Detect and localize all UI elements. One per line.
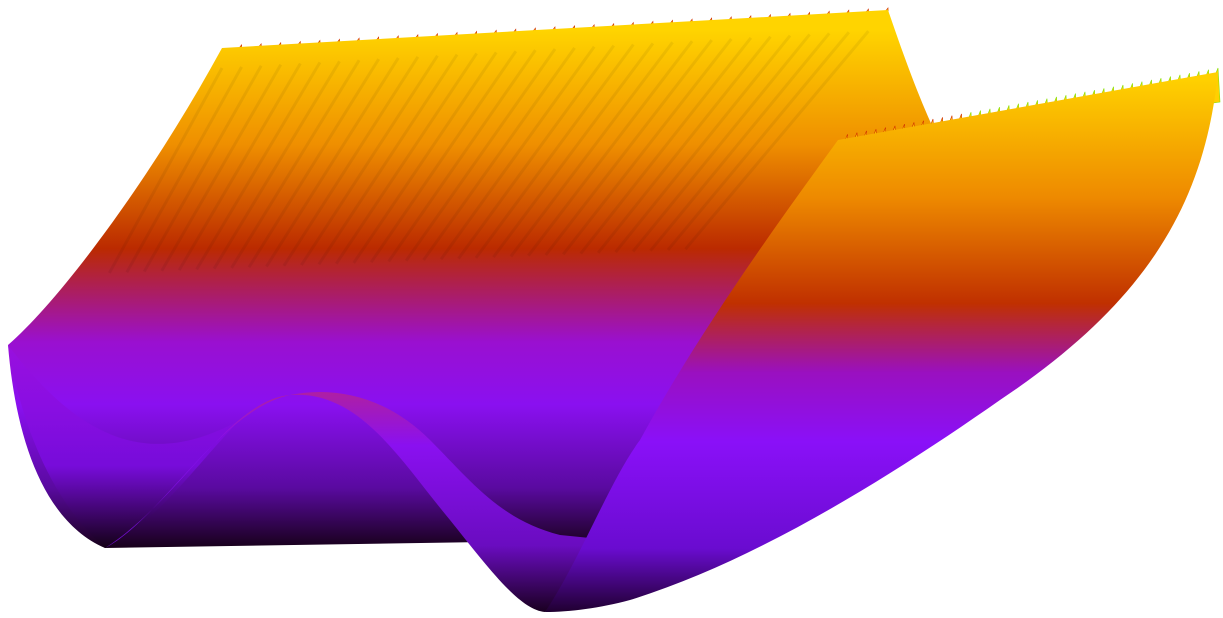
stripe (142, 65, 263, 273)
middle-hump (105, 392, 610, 612)
stripe (439, 45, 596, 261)
stripe (125, 66, 243, 274)
stripe (631, 33, 811, 253)
stripe (387, 49, 537, 263)
stripe (282, 56, 420, 267)
stripe (108, 67, 224, 274)
stripe (300, 54, 439, 266)
stripe (562, 38, 733, 256)
stripe (195, 61, 322, 271)
stripe (230, 59, 361, 269)
front-left-sheet (8, 345, 240, 548)
stripe (212, 60, 341, 270)
stripe (509, 41, 674, 258)
stripe (404, 48, 557, 262)
stripe (177, 62, 302, 271)
stripe (666, 31, 850, 251)
back-sheet (8, 10, 935, 548)
surface-stripes (108, 30, 870, 274)
stripe (492, 42, 655, 259)
stripe (369, 50, 518, 264)
stripe (335, 52, 478, 265)
stripe (614, 34, 792, 254)
stripe (649, 32, 831, 252)
stripe (457, 44, 615, 260)
stripe (684, 30, 870, 251)
right-sheet (545, 72, 1218, 612)
stripe (579, 36, 753, 255)
stripe (544, 39, 713, 256)
stripe (527, 40, 694, 257)
stripe (596, 35, 772, 254)
stripe (422, 47, 576, 261)
stripe (317, 53, 459, 266)
stripe (160, 63, 283, 272)
stripe (352, 51, 498, 264)
stripe (247, 58, 380, 269)
stripe (265, 57, 400, 268)
stripe (474, 43, 635, 259)
